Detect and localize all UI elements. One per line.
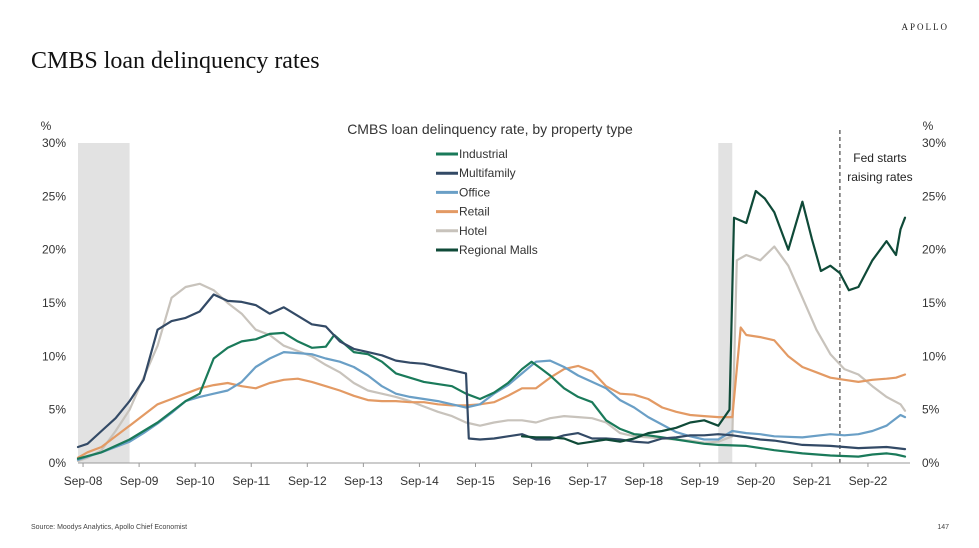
x-tick-label: Sep-21 [793, 474, 832, 488]
series-line-multifamily [76, 293, 907, 451]
chart-title: CMBS loan delinquency rate, by property … [347, 121, 633, 137]
y-tick-label-right: 30% [922, 136, 946, 150]
y-tick-label-right: 5% [922, 403, 940, 417]
y-tick-label-right: 15% [922, 296, 946, 310]
y-tick-label-right: 0% [922, 456, 940, 470]
y-axis-left-label: % [41, 119, 52, 133]
series-line-office [76, 351, 907, 461]
x-tick-label: Sep-19 [680, 474, 719, 488]
x-tick-label: Sep-18 [624, 474, 663, 488]
y-tick-label-left: 25% [42, 189, 66, 203]
y-tick-label-left: 30% [42, 136, 66, 150]
legend: Industrial Multifamily Office Retail Hotel Re… [436, 147, 538, 257]
legend-label-regional-malls: Regional Malls [459, 243, 538, 257]
annotation-text: raising rates [847, 170, 912, 184]
x-tick-label: Sep-16 [512, 474, 551, 488]
page-number: 147 [937, 524, 949, 531]
y-tick-label-left: 0% [49, 456, 67, 470]
y-tick-label-left: 20% [42, 243, 66, 257]
y-tick-label-right: 10% [922, 349, 946, 363]
y-tick-label-left: 5% [49, 403, 67, 417]
axes: 0% 0% 5% 5% 10% 10% 15% 15% 20% 20% 25% 25% 30% 30% Se… [42, 136, 946, 488]
recession-bands [78, 143, 733, 463]
brand-logo: APOLLO [901, 22, 949, 32]
legend-label-office: Office [459, 185, 490, 199]
x-tick-label: Sep-13 [344, 474, 383, 488]
x-tick-label: Sep-22 [849, 474, 888, 488]
series-line-regional-malls [520, 189, 907, 445]
series-lines [76, 189, 907, 462]
annotation-line: Fed starts raising rates [839, 130, 913, 463]
page-title: CMBS loan delinquency rates [31, 48, 320, 74]
x-tick-label: Sep-17 [568, 474, 607, 488]
recession-band [78, 143, 130, 463]
x-tick-label: Sep-10 [176, 474, 215, 488]
series-line-retail [76, 326, 907, 459]
source-note: Source: Moodys Analytics, Apollo Chief E… [31, 524, 188, 531]
y-tick-label-left: 15% [42, 296, 66, 310]
x-tick-label: Sep-11 [232, 474, 270, 488]
legend-label-retail: Retail [459, 205, 490, 219]
legend-label-hotel: Hotel [459, 224, 487, 238]
x-tick-label: Sep-20 [736, 474, 775, 488]
legend-label-multifamily: Multifamily [459, 166, 516, 180]
y-tick-label-right: 20% [922, 243, 946, 257]
x-tick-label: Sep-15 [456, 474, 495, 488]
series-line-industrial [76, 331, 907, 460]
y-tick-label-right: 25% [922, 189, 946, 203]
series-line-hotel [76, 245, 907, 462]
legend-label-industrial: Industrial [459, 147, 508, 161]
x-tick-label: Sep-08 [64, 474, 103, 488]
x-tick-label: Sep-14 [400, 474, 439, 488]
y-axis-right-label: % [923, 119, 934, 133]
x-tick-label: Sep-12 [288, 474, 327, 488]
x-tick-label: Sep-09 [120, 474, 159, 488]
recession-band [718, 143, 733, 463]
y-tick-label-left: 10% [42, 349, 66, 363]
annotation-text: Fed starts [853, 151, 906, 165]
